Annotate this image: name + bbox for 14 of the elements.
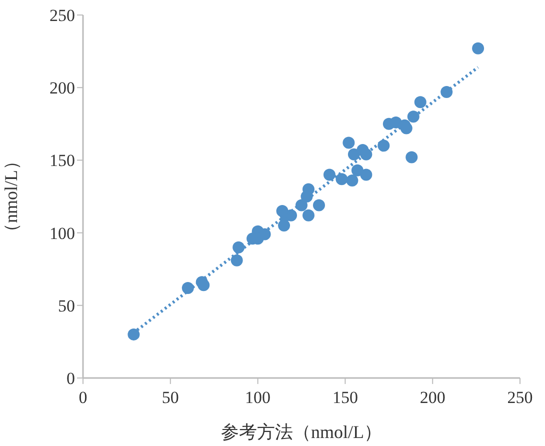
y-tick-label: 100 (50, 224, 75, 243)
x-tick-label: 250 (507, 388, 533, 407)
y-tick-label: 250 (50, 6, 75, 25)
y-tick-label: 0 (66, 369, 75, 388)
y-tick-label: 150 (50, 151, 75, 170)
y-tick-label: 200 (50, 78, 75, 98)
x-tick-label: 200 (420, 388, 446, 407)
x-tick-label: 100 (245, 388, 271, 407)
x-tick-label: 50 (162, 388, 179, 407)
y-tick-label: 50 (58, 296, 75, 316)
x-axis-title: 参考方法（nmol/L） (221, 422, 382, 442)
x-tick-label: 150 (332, 388, 358, 407)
x-tick-label: 0 (78, 388, 88, 407)
y-axis-title: （nmol/L） (1, 152, 21, 241)
